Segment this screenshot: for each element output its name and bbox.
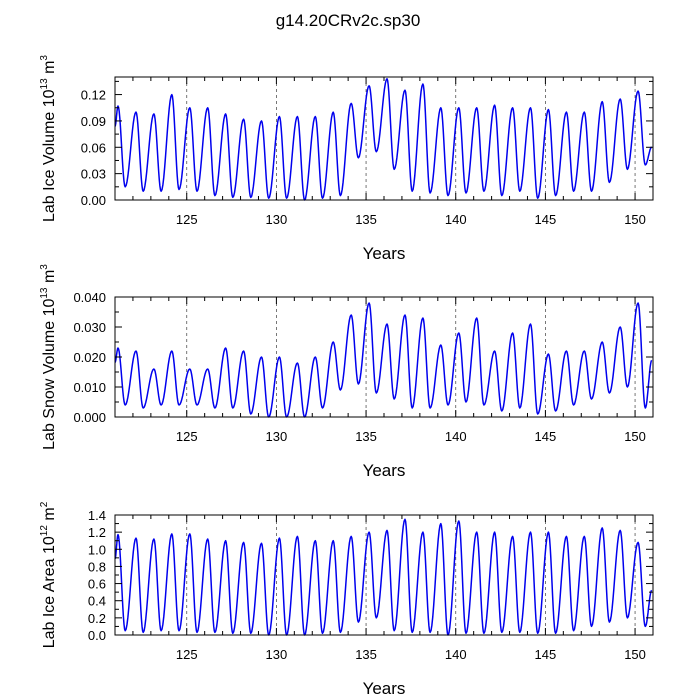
tick-marks (114, 296, 654, 418)
panel-ice-area: 125 130 135 140 145 150 0.0 0.2 0.4 0.6 0.8 1.0 1.2… (39, 501, 654, 696)
y-axis-label-unit: m (41, 61, 58, 79)
y-tick-label: 0.020 (73, 350, 106, 365)
x-tick-label: 125 (176, 212, 198, 227)
y-tick-label: 0.12 (81, 88, 106, 103)
x-tick-label: 135 (355, 647, 377, 662)
y-axis-label: Lab Ice Volume 1013 m3 (39, 55, 58, 222)
x-axis-label: Years (363, 244, 406, 263)
tick-marks (114, 77, 654, 201)
x-tick-labels: 125 130 135 140 145 150 (176, 647, 646, 662)
ice-volume-line (114, 78, 653, 201)
y-tick-label: 0.09 (81, 114, 106, 129)
x-tick-label: 145 (535, 212, 557, 227)
y-tick-label: 0.030 (73, 320, 106, 335)
x-tick-label: 135 (355, 212, 377, 227)
x-tick-label: 145 (535, 647, 557, 662)
y-tick-label: 0.06 (81, 140, 106, 155)
x-axis-label: Years (363, 461, 406, 480)
x-tick-label: 150 (624, 212, 646, 227)
y-axis-label-unit-exponent: 3 (39, 55, 50, 61)
y-axis-label-unit: m (41, 270, 58, 288)
y-tick-label: 0.6 (88, 577, 106, 592)
tick-marks (114, 514, 654, 636)
x-gridlines (186, 515, 636, 635)
panel-snow-volume: 125 130 135 140 145 150 0.0000.0100.0200.0300… (39, 264, 654, 480)
y-tick-labels: 0.000 0.010 0.020 0.030 0.040 (73, 290, 106, 425)
y-tick-label: 0.010 (73, 380, 106, 395)
x-tick-label: 140 (445, 647, 467, 662)
y-axis-label-exponent: 13 (39, 287, 50, 299)
x-tick-label: 145 (535, 429, 557, 444)
y-axis-label-unit: m (41, 507, 58, 525)
y-tick-label: 1.4 (88, 508, 106, 523)
x-tick-label: 125 (176, 647, 198, 662)
x-tick-label: 140 (445, 429, 467, 444)
x-tick-label: 130 (266, 429, 288, 444)
x-tick-label: 130 (266, 212, 288, 227)
y-tick-label: 1.0 (88, 542, 106, 557)
y-tick-label: 0.00 (81, 193, 106, 208)
y-axis-label-main: Lab Ice Area 10 (41, 536, 58, 648)
y-tick-label: 0.2 (88, 611, 106, 626)
y-tick-label: 0.8 (88, 559, 106, 574)
y-tick-labels: 0.0 0.2 0.4 0.6 0.8 1.0 1.2 1.4 (88, 508, 106, 643)
y-axis-label-unit-exponent: 3 (39, 264, 50, 270)
y-tick-label: 1.2 (88, 525, 106, 540)
y-tick-label: 0.0 (88, 628, 106, 643)
y-axis-label-main: Lab Snow Volume 10 (41, 299, 58, 450)
y-axis-label-exponent: 12 (39, 525, 50, 537)
ice-area-line (114, 518, 653, 636)
y-tick-label: 0.040 (73, 290, 106, 305)
x-tick-label: 150 (624, 429, 646, 444)
x-tick-label: 150 (624, 647, 646, 662)
y-axis-label-main: Lab Ice Volume 10 (41, 89, 58, 222)
x-axis-label: Years (363, 679, 406, 696)
y-tick-labels: 0.00 0.03 0.06 0.09 0.12 (81, 88, 106, 208)
x-tick-label: 130 (266, 647, 288, 662)
y-axis-label: Lab Snow Volume 1013 m3 (39, 264, 58, 450)
y-tick-label: 0.000 (73, 410, 106, 425)
figure-title: g14.20CRv2c.sp30 (276, 11, 421, 30)
panel-ice-volume: 125 130 135 140 145 150 0.000.030.060.090.12 … (39, 55, 654, 263)
y-axis-label-unit-exponent: 2 (39, 501, 50, 507)
x-tick-label: 125 (176, 429, 198, 444)
x-tick-labels: 125 130 135 140 145 150 (176, 212, 646, 227)
y-axis-label: Lab Ice Area 1012 m2 (39, 501, 58, 648)
y-axis-label-exponent: 13 (39, 78, 50, 90)
snow-volume-line (114, 302, 653, 418)
y-tick-label: 0.4 (88, 594, 106, 609)
x-tick-label: 140 (445, 212, 467, 227)
x-tick-label: 135 (355, 429, 377, 444)
y-tick-label: 0.03 (81, 167, 106, 182)
x-tick-labels: 125 130 135 140 145 150 (176, 429, 646, 444)
